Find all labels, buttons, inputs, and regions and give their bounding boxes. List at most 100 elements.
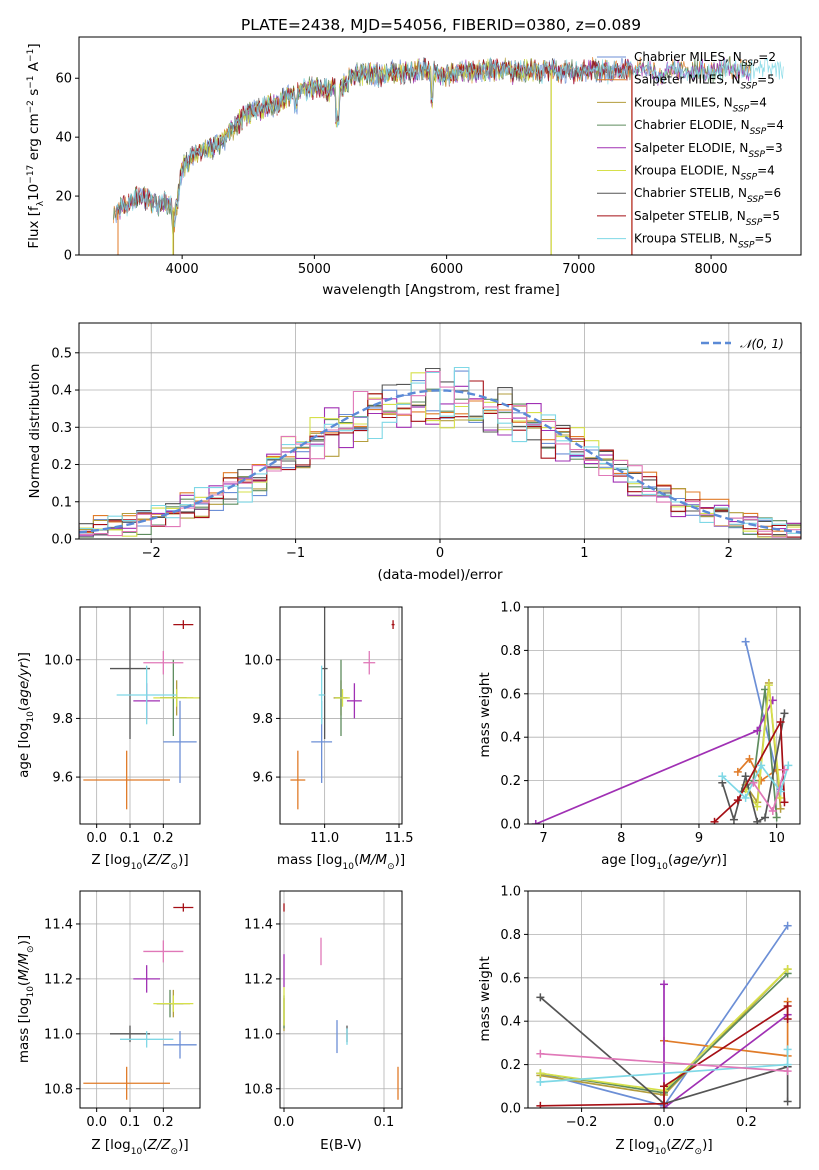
axes: 4000 5000 6000 7000 8000 0 20 40 60: [55, 36, 802, 277]
histogram-step: [79, 370, 801, 538]
y-tick-label: 10.8: [44, 1082, 73, 1097]
weight-marker: [783, 921, 792, 930]
data-point: [83, 1066, 170, 1100]
weight-marker: [536, 1077, 545, 1086]
plot-mass-weight-vs-Z: −0.2 0.0 0.2 0.0 0.2 0.4 0.6 0.8 1.0: [500, 885, 801, 1130]
weight-marker: [768, 806, 777, 815]
weight-marker: [776, 718, 785, 727]
x-tick-label: 8000: [695, 262, 728, 277]
y-tick-label: 10.0: [244, 653, 273, 668]
weight-marker: [757, 776, 766, 785]
plot-data: [79, 366, 801, 538]
y-tick-label: 9.8: [252, 712, 273, 727]
data-point: [391, 620, 395, 629]
y-tick-label: 11.2: [44, 972, 73, 987]
weight-z-y-label: mass weight: [477, 956, 493, 1041]
data-point: [133, 965, 160, 993]
legend: Chabrier MILES, NSSP=2 Salpeter MILES, NS…: [597, 50, 784, 251]
weight-marker: [536, 1101, 545, 1108]
axes: 0.0 0.1 0.2 10.8 11.0 11.2 11.4: [44, 890, 201, 1130]
plot-data: [536, 921, 792, 1108]
data-point: [173, 903, 194, 912]
legend: 𝒩(0, 1): [701, 337, 784, 351]
x-tick-label: 11.0: [310, 831, 339, 846]
y-tick-label: 9.6: [252, 771, 273, 786]
weight-marker: [710, 817, 719, 824]
x-tick-label: −0.2: [566, 1115, 598, 1130]
spectrum-line: [115, 56, 784, 236]
axes: 7 8 9 10 0.0 0.2 0.4 0.6 0.8 1.0: [500, 601, 801, 846]
weight-marker: [753, 817, 762, 824]
y-tick-label: 0.5: [51, 346, 72, 361]
data-point: [163, 1031, 197, 1059]
axes: −2 −1 0 1 2 0.0 0.1 0.2 0.3 0.4 0.5: [51, 322, 802, 561]
legend-entry: Kroupa ELODIE, NSSP=4: [634, 164, 775, 183]
y-tick-label: 0.2: [500, 774, 521, 789]
spectrum-line: [115, 57, 632, 227]
y-tick-label: 11.4: [44, 917, 73, 932]
legend-entry: Kroupa STELIB, NSSP=5: [634, 232, 772, 251]
x-tick-label: 0.1: [120, 831, 141, 846]
y-tick-label: 0.4: [500, 1015, 521, 1030]
y-tick-label: 0.8: [500, 644, 521, 659]
weight-marker: [784, 761, 793, 770]
axes-frame: [78, 36, 802, 256]
plot-age-vs-Z: 0.0 0.1 0.2 9.6 9.8 10.0: [44, 606, 201, 846]
y-tick-label: 0.2: [500, 1058, 521, 1073]
spectrum-line: [115, 56, 633, 236]
weight-marker: [783, 1067, 792, 1076]
data-point: [120, 1031, 174, 1048]
x-tick-label: 5000: [298, 262, 331, 277]
weight-marker: [531, 820, 540, 824]
x-tick-label: 8: [617, 831, 625, 846]
plot-mass-vs-Z: 0.0 0.1 0.2 10.8 11.0 11.2 11.4: [44, 890, 201, 1130]
y-tick-label: 0.0: [500, 818, 521, 833]
y-tick-label: 0.0: [51, 533, 72, 548]
weight-line: [539, 996, 789, 1105]
legend-entry: Salpeter STELIB, NSSP=5: [634, 209, 780, 228]
age-mass-x-label: mass [log10(M/M⊙)]: [277, 852, 405, 872]
gaussian-curve: [79, 389, 801, 534]
data-point: [163, 700, 197, 783]
y-tick-label: 0.6: [500, 971, 521, 986]
x-tick-label: 6000: [430, 262, 463, 277]
y-tick-label: 9.8: [52, 712, 73, 727]
x-tick-label: 0.0: [274, 1115, 295, 1130]
x-tick-label: −2: [142, 546, 161, 561]
weight-marker: [772, 813, 781, 822]
ebv-x-label: E(B-V): [320, 1137, 362, 1153]
y-tick-label: 11.0: [44, 1027, 73, 1042]
weight-marker: [741, 793, 750, 802]
weight-marker: [741, 637, 750, 646]
data-point: [83, 750, 170, 810]
y-tick-label: 10.0: [44, 653, 73, 668]
page-title: PLATE=2438, MJD=54056, FIBERID=0380, z=0…: [241, 16, 641, 34]
data-point: [153, 689, 200, 707]
axes-frame: [279, 890, 403, 1109]
weight-marker: [753, 802, 762, 811]
data-point: [116, 665, 177, 725]
y-tick-label: 11.0: [244, 1027, 273, 1042]
weight-line: [713, 718, 786, 823]
grid: [280, 891, 402, 1108]
mass-z-y-label: mass [log10(M/M⊙)]: [16, 935, 36, 1063]
weight-z-x-label: Z [log10(Z/Z⊙)]: [615, 1137, 712, 1157]
x-tick-label: 0.2: [736, 1115, 757, 1130]
x-tick-label: 1: [580, 546, 588, 561]
x-tick-label: 0.0: [86, 1115, 107, 1130]
legend-entry: Salpeter ELODIE, NSSP=3: [634, 141, 783, 160]
x-tick-label: 0.2: [153, 1115, 174, 1130]
y-tick-label: 0.8: [500, 928, 521, 943]
x-tick-label: 7000: [562, 262, 595, 277]
y-tick-label: 40: [55, 131, 72, 146]
y-tick-label: 10.8: [244, 1082, 273, 1097]
y-tick-label: 9.6: [52, 771, 73, 786]
data-point: [335, 689, 350, 707]
axes-frame: [527, 606, 801, 825]
x-tick-label: 0.1: [374, 1115, 395, 1130]
y-tick-label: 20: [55, 190, 72, 205]
weight-marker: [776, 804, 785, 813]
y-tick-label: 11.4: [244, 917, 273, 932]
axes-frame: [279, 606, 403, 825]
